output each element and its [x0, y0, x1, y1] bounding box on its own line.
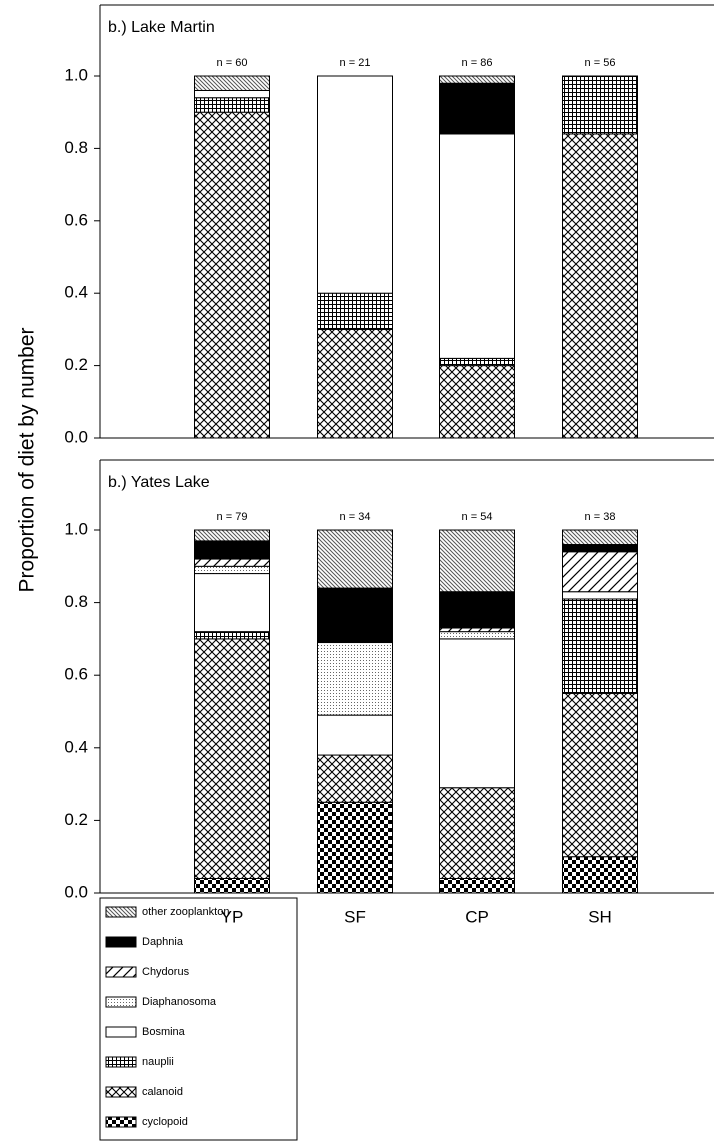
legend-swatch	[105, 966, 137, 978]
annotation: n = 21	[340, 57, 371, 69]
legend-label: cyclopoid	[142, 1116, 188, 1128]
bar-segment	[317, 529, 393, 589]
legend-label: Daphnia	[142, 936, 184, 948]
legend-label: calanoid	[142, 1086, 183, 1098]
y-tick-label: 0.4	[64, 283, 88, 302]
bar-segment	[439, 75, 515, 84]
bar-segment	[562, 544, 638, 553]
bar-segment	[439, 787, 515, 879]
legend-swatch	[105, 1056, 137, 1068]
annotation: n = 56	[585, 57, 616, 69]
legend-swatch	[105, 1116, 137, 1128]
legend-swatch	[105, 1086, 137, 1098]
bar-segment	[194, 75, 270, 91]
bar-segment	[439, 877, 515, 894]
bar-segment	[194, 558, 270, 567]
y-tick-label: 0.8	[64, 138, 88, 157]
annotation: n = 86	[462, 57, 493, 69]
bar-segment	[194, 111, 270, 439]
bar-segment	[562, 75, 638, 135]
bar-segment	[562, 551, 638, 593]
bar-segment	[317, 714, 393, 756]
bar-segment	[194, 877, 270, 894]
y-tick-label: 0.2	[64, 810, 88, 829]
bar-segment	[317, 754, 393, 803]
bar-segment	[317, 75, 393, 294]
annotation: n = 38	[585, 511, 616, 523]
bar-segment	[439, 631, 515, 640]
bar-segment	[317, 587, 393, 644]
bar-segment	[562, 591, 638, 600]
x-tick-label: SF	[344, 907, 366, 926]
bar-segment	[194, 529, 270, 542]
y-tick-label: 0.2	[64, 355, 88, 374]
bar-segment	[194, 573, 270, 633]
bar-segment	[562, 133, 638, 439]
legend-label: Bosmina	[142, 1026, 186, 1038]
legend-label: other zooplankton	[142, 906, 229, 918]
annotation: n = 79	[217, 511, 248, 523]
bar-segment	[194, 97, 270, 113]
legend-label: nauplii	[142, 1056, 174, 1068]
bar-segment	[439, 591, 515, 629]
bar-segment	[562, 692, 638, 858]
annotation: n = 54	[462, 511, 493, 523]
bar-segment	[439, 357, 515, 367]
y-tick-label: 0.6	[64, 665, 88, 684]
bar-segment	[439, 133, 515, 359]
legend-label: Chydorus	[142, 966, 190, 978]
bar-segment	[194, 638, 270, 879]
annotation: n = 34	[340, 511, 371, 523]
panel-title: b.) Yates Lake	[108, 474, 210, 491]
bar-segment	[439, 638, 515, 789]
y-tick-label: 0.0	[64, 427, 88, 446]
y-tick-label: 0.6	[64, 210, 88, 229]
y-axis-label: Proportion of diet by number	[16, 328, 39, 593]
bar-segment	[439, 82, 515, 135]
legend-swatch	[105, 996, 137, 1008]
legend-swatch	[105, 1026, 137, 1038]
bar-segment	[194, 565, 270, 575]
bar-segment	[562, 856, 638, 894]
bar-segment	[439, 365, 515, 439]
y-tick-label: 0.4	[64, 737, 88, 756]
bar-segment	[194, 540, 270, 560]
panel-title: b.) Lake Martin	[108, 19, 215, 36]
bar-segment	[317, 328, 393, 439]
bar-segment	[562, 529, 638, 546]
bar-segment	[317, 642, 393, 716]
legend-label: Diaphanosoma	[142, 996, 217, 1008]
legend-box	[99, 897, 298, 1141]
x-tick-label: CP	[465, 907, 489, 926]
legend-swatch	[105, 906, 137, 918]
bar-segment	[317, 801, 393, 894]
bar-segment	[439, 627, 515, 633]
y-tick-label: 0.0	[64, 882, 88, 901]
annotation: n = 60	[217, 57, 248, 69]
bar-segment	[317, 292, 393, 330]
legend-swatch	[105, 936, 137, 948]
y-tick-label: 1.0	[64, 519, 88, 538]
x-tick-label: SH	[588, 907, 612, 926]
x-tick-label: YP	[221, 907, 244, 926]
bar-segment	[562, 598, 638, 694]
y-tick-label: 0.8	[64, 592, 88, 611]
bar-segment	[439, 529, 515, 593]
bar-segment	[194, 89, 270, 99]
y-tick-label: 1.0	[64, 65, 88, 84]
bar-segment	[194, 631, 270, 640]
